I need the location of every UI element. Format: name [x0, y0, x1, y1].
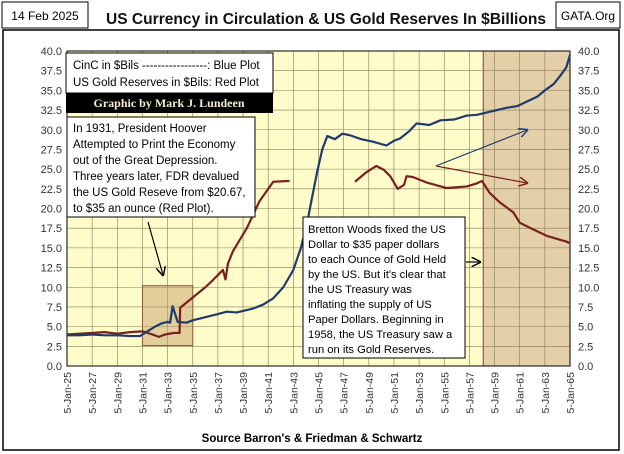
bretton-note-line: the US Treasury was — [308, 284, 412, 296]
x-tick-label: 5-Jan-29 — [112, 372, 124, 414]
chart-title: US Currency in Circulation & US Gold Res… — [106, 11, 546, 28]
gold-reserves-line-postwar — [354, 164, 571, 245]
currency-circulation-line — [67, 54, 572, 338]
y-tick-right: 40.0 — [578, 46, 599, 58]
y-tick-left: 0.0 — [47, 361, 62, 373]
y-tick-left: 12.5 — [41, 263, 62, 275]
bretton-note-line: by the US. But it's clear that — [308, 269, 447, 281]
credit-banner — [66, 93, 273, 113]
hoover-note-box — [66, 116, 256, 218]
y-tick-right: 25.0 — [578, 164, 599, 176]
y-tick-left: 27.5 — [41, 144, 62, 156]
x-tick-label: 5-Jan-25 — [62, 372, 74, 414]
y-tick-right: 30.0 — [578, 125, 599, 137]
y-tick-right: 10.0 — [578, 282, 599, 294]
bretton-note-line: run on its Gold Reserves. — [308, 344, 434, 356]
x-tick-label: 5-Jan-43 — [288, 372, 300, 414]
highlight-box — [141, 285, 194, 347]
x-tick-label: 5-Jan-49 — [364, 372, 376, 414]
x-tick-label: 5-Jan-63 — [540, 372, 552, 414]
y-tick-right: 35.0 — [578, 85, 599, 97]
y-tick-left: 10.0 — [41, 282, 62, 294]
red-divergence-arrow — [435, 165, 527, 183]
date-box — [1, 1, 89, 29]
x-tick-label: 5-Jan-45 — [314, 372, 326, 414]
site-label: GATA.Org — [561, 9, 615, 23]
bretton-note-line: Dollar to $35 paper dollars — [308, 239, 440, 251]
x-tick-label: 5-Jan-47 — [339, 372, 351, 414]
y-tick-left: 25.0 — [41, 164, 62, 176]
bretton-note-line: Paper Dollars. Beginning in — [308, 314, 444, 326]
y-tick-left: 37.5 — [41, 66, 62, 78]
bretton-note-box — [302, 216, 466, 359]
y-tick-right: 17.5 — [578, 223, 599, 235]
y-tick-right: 20.0 — [578, 204, 599, 216]
hoover-note-line: Attempted to Print the Economy — [73, 139, 236, 151]
source-label: Source Barron's & Friedman & Schwartz — [202, 433, 423, 445]
x-tick-label: 5-Jan-53 — [414, 372, 426, 414]
hoover-note-line: In 1931, President Hoover — [73, 123, 207, 135]
bretton-note-line: 1958, the US Treasury saw a — [308, 329, 453, 341]
hoover-arrow — [147, 221, 163, 275]
y-tick-left: 30.0 — [41, 125, 62, 137]
y-tick-left: 17.5 — [41, 223, 62, 235]
y-tick-left: 5.0 — [47, 322, 62, 334]
x-tick-label: 5-Jan-51 — [389, 372, 401, 414]
legend-box — [65, 52, 274, 94]
x-tick-label: 5-Jan-35 — [188, 372, 200, 414]
y-tick-left: 35.0 — [41, 85, 62, 97]
y-tick-left: 7.5 — [47, 302, 62, 314]
x-tick-label: 5-Jan-61 — [515, 372, 527, 414]
y-tick-right: 32.5 — [578, 105, 599, 117]
x-tick-label: 5-Jan-37 — [213, 372, 225, 414]
hoover-note-line: Three years later, FDR devalued — [73, 171, 239, 183]
x-tick-label: 5-Jan-65 — [565, 372, 577, 414]
gold-reserves-line — [66, 179, 290, 338]
hoover-note-line: out of the Great Depression. — [73, 155, 217, 167]
credit-text: Graphic by Mark J. Lundeen — [93, 96, 244, 110]
x-tick-label: 5-Jan-27 — [87, 372, 99, 414]
y-tick-right: 12.5 — [578, 263, 599, 275]
y-tick-right: 2.5 — [578, 341, 593, 353]
y-tick-right: 37.5 — [578, 66, 599, 78]
y-tick-right: 27.5 — [578, 144, 599, 156]
hoover-note-line: to $35 an ounce (Red Plot). — [73, 203, 214, 215]
date-label: 14 Feb 2025 — [11, 9, 79, 23]
x-tick-label: 5-Jan-41 — [263, 372, 275, 414]
y-tick-right: 22.5 — [578, 184, 599, 196]
site-box — [555, 1, 621, 29]
x-tick-label: 5-Jan-59 — [490, 372, 502, 414]
legend-blue: CinC in $Bils -----------------: Blue Pl… — [73, 60, 260, 72]
y-tick-left: 2.5 — [47, 341, 62, 353]
legend-red: US Gold Reserves in $Bils: Red Plot — [73, 77, 260, 89]
y-tick-left: 22.5 — [41, 184, 62, 196]
bretton-note-line: to each Ounce of Gold Held — [308, 254, 446, 266]
x-tick-label: 5-Jan-39 — [238, 372, 250, 414]
y-tick-left: 40.0 — [41, 46, 62, 58]
y-tick-right: 5.0 — [578, 322, 593, 334]
hoover-note-line: the US Gold Reseve from $20.67, — [73, 187, 246, 199]
x-tick-label: 5-Jan-57 — [464, 372, 476, 414]
x-tick-label: 5-Jan-33 — [163, 372, 175, 414]
bretton-note-line: Bretton Woods fixed the US — [308, 224, 446, 236]
x-tick-label: 5-Jan-31 — [137, 372, 149, 414]
y-tick-left: 32.5 — [41, 105, 62, 117]
y-tick-right: 7.5 — [578, 302, 593, 314]
bretton-note-line: inflating the supply of US — [308, 299, 432, 311]
x-tick-label: 5-Jan-55 — [439, 372, 451, 414]
blue-divergence-arrow — [435, 130, 527, 167]
y-tick-left: 15.0 — [41, 243, 62, 255]
y-tick-left: 20.0 — [41, 204, 62, 216]
y-tick-right: 0.0 — [578, 361, 593, 373]
y-tick-right: 15.0 — [578, 243, 599, 255]
